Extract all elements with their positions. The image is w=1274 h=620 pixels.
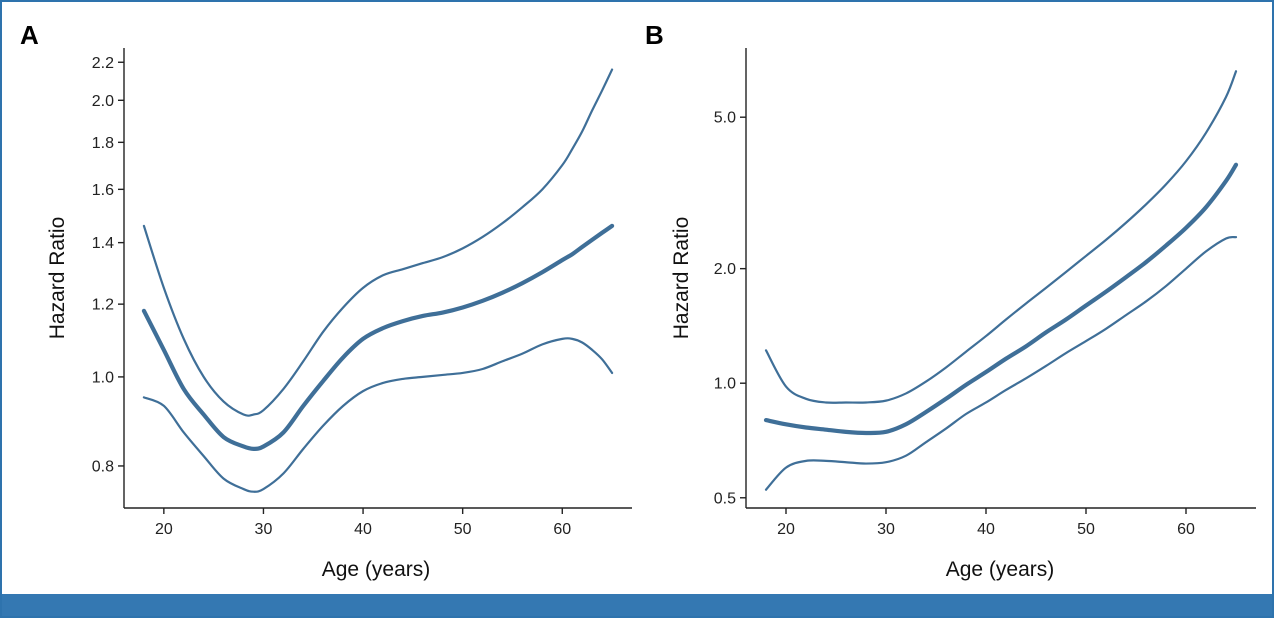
panel-b-y-axis-title: Hazard Ratio bbox=[670, 217, 693, 340]
panel-b-series bbox=[763, 70, 1239, 491]
y-tick-label: 2.0 bbox=[714, 261, 736, 278]
y-tick-label: 2.0 bbox=[92, 93, 114, 110]
y-tick-label: 0.5 bbox=[714, 490, 736, 507]
x-tick-label: 20 bbox=[777, 521, 795, 538]
panel-a-x-axis-title: Age (years) bbox=[322, 558, 431, 581]
x-tick-label: 50 bbox=[454, 521, 472, 538]
panel-a-series bbox=[141, 68, 615, 493]
panel-a-y-axis-title: Hazard Ratio bbox=[46, 217, 69, 340]
panel-b-y-ticks: 0.5 1.0 2.0 5.0 bbox=[714, 110, 746, 507]
y-tick-label: 2.2 bbox=[92, 55, 114, 72]
lower-ci-line bbox=[764, 235, 1238, 491]
panel-a-label: A bbox=[20, 20, 39, 50]
y-tick-label: 1.2 bbox=[92, 297, 114, 314]
panel-b: B 0.5 1.0 2.0 5.0 20 30 40 50 60 Age (years) Ha… bbox=[645, 20, 1256, 581]
hazard-ratio-line bbox=[141, 223, 615, 451]
x-tick-label: 20 bbox=[155, 521, 173, 538]
hazard-ratio-line bbox=[763, 162, 1239, 436]
panel-a-x-ticks: 20 30 40 50 60 bbox=[155, 508, 571, 538]
y-tick-label: 1.8 bbox=[92, 135, 114, 152]
x-tick-label: 60 bbox=[1177, 521, 1195, 538]
y-tick-label: 1.4 bbox=[92, 235, 114, 252]
panel-b-x-ticks: 20 30 40 50 60 bbox=[777, 508, 1195, 538]
y-tick-label: 1.0 bbox=[92, 369, 114, 386]
lower-ci-line bbox=[142, 337, 614, 493]
upper-ci-line bbox=[142, 68, 614, 417]
panel-a: A 0.8 1.0 1.2 1.4 1.6 1.8 2.0 2.2 20 30 40 50 60 Ag… bbox=[20, 20, 632, 581]
x-tick-label: 60 bbox=[553, 521, 571, 538]
panel-a-y-ticks: 0.8 1.0 1.2 1.4 1.6 1.8 2.0 2.2 bbox=[92, 55, 124, 475]
x-tick-label: 50 bbox=[1077, 521, 1095, 538]
y-tick-label: 1.6 bbox=[92, 182, 114, 199]
panel-b-label: B bbox=[645, 20, 664, 50]
y-tick-label: 0.8 bbox=[92, 458, 114, 475]
x-tick-label: 30 bbox=[255, 521, 273, 538]
bottom-accent-bar bbox=[2, 594, 1272, 616]
y-tick-label: 5.0 bbox=[714, 110, 736, 127]
y-tick-label: 1.0 bbox=[714, 376, 736, 393]
upper-ci-line bbox=[764, 70, 1238, 404]
x-tick-label: 40 bbox=[977, 521, 995, 538]
x-tick-label: 30 bbox=[877, 521, 895, 538]
x-tick-label: 40 bbox=[354, 521, 372, 538]
panel-b-x-axis-title: Age (years) bbox=[946, 558, 1055, 581]
